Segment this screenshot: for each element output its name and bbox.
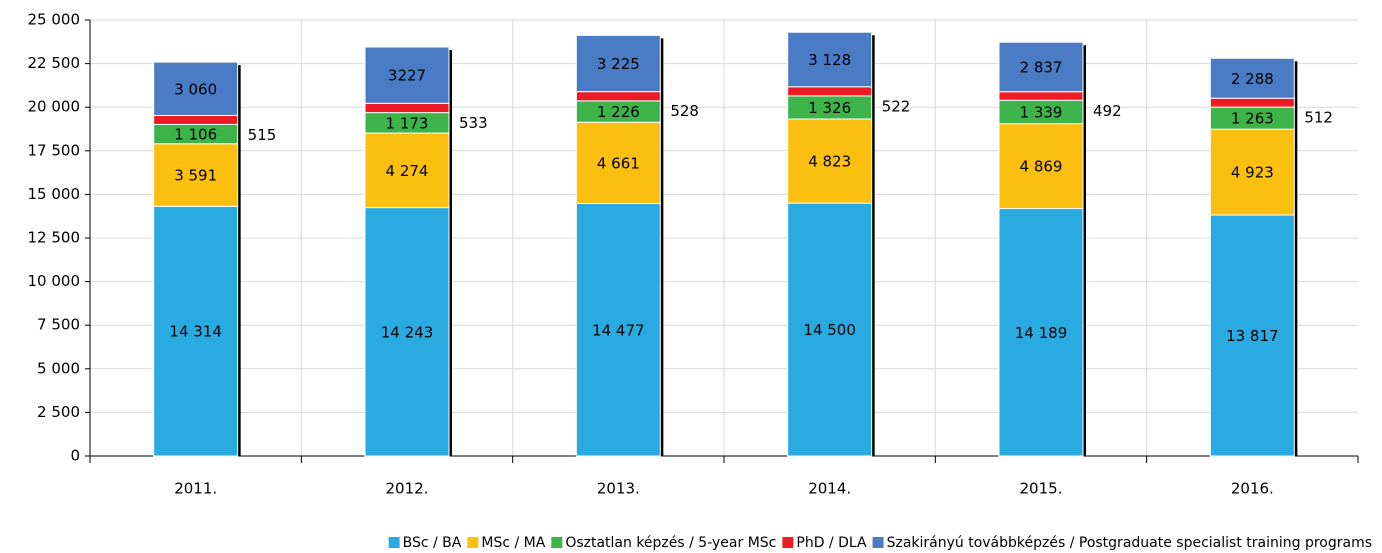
legend-label: BSc / BA bbox=[403, 535, 462, 551]
value-label: 3 128 bbox=[808, 51, 851, 69]
value-label: 14 243 bbox=[381, 323, 434, 341]
value-label: 528 bbox=[670, 102, 699, 120]
bar-shadow bbox=[1294, 61, 1298, 457]
value-label: 2 837 bbox=[1020, 58, 1063, 76]
bar-shadow bbox=[449, 50, 452, 456]
bar-segment bbox=[998, 123, 1084, 210]
bar-segment bbox=[575, 203, 661, 457]
bar-segment bbox=[153, 205, 239, 457]
value-label: 515 bbox=[248, 126, 277, 144]
legend-swatch bbox=[388, 537, 400, 548]
x-tick-label: 2014. bbox=[808, 480, 851, 498]
legend-label: Osztatlan képzés / 5-year MSc bbox=[565, 535, 776, 551]
value-label: 533 bbox=[459, 114, 488, 132]
bar-segment bbox=[153, 143, 239, 207]
bar-segment bbox=[364, 207, 450, 457]
value-label: 512 bbox=[1304, 109, 1333, 127]
x-tick-label: 2013. bbox=[597, 480, 640, 498]
value-label: 3 060 bbox=[174, 80, 217, 98]
bar-segment bbox=[364, 46, 450, 104]
y-tick-label: 12 500 bbox=[28, 229, 81, 247]
bar-segment bbox=[153, 61, 239, 116]
bar-shadow bbox=[871, 35, 875, 457]
bar-segment bbox=[1209, 97, 1295, 108]
bar-segment bbox=[998, 41, 1084, 93]
bar-segment bbox=[1209, 214, 1295, 457]
y-tick-label: 20 000 bbox=[28, 98, 81, 116]
value-label: 4 869 bbox=[1020, 158, 1063, 176]
bar-segment bbox=[1209, 128, 1295, 216]
value-label: 1 173 bbox=[386, 114, 429, 132]
legend-swatch bbox=[782, 537, 794, 548]
bar-segment bbox=[787, 86, 873, 97]
x-tick-label: 2012. bbox=[386, 480, 429, 498]
y-tick-label: 25 000 bbox=[28, 11, 81, 29]
bar-segment bbox=[153, 114, 239, 125]
legend-swatch bbox=[872, 537, 884, 548]
bar-segment bbox=[787, 118, 873, 204]
bar-segment bbox=[364, 132, 450, 209]
value-label: 14 500 bbox=[803, 321, 856, 339]
legend-label: PhD / DLA bbox=[796, 535, 867, 551]
bar-segment bbox=[575, 121, 661, 205]
y-tick-label: 2 500 bbox=[37, 403, 80, 421]
value-label: 1 226 bbox=[597, 103, 640, 121]
legend-swatch bbox=[551, 537, 563, 548]
bar-segment bbox=[575, 91, 661, 102]
bar-segment bbox=[1209, 57, 1295, 99]
y-tick-label: 10 000 bbox=[28, 272, 81, 290]
y-tick-label: 15 000 bbox=[28, 185, 81, 203]
bar-segment bbox=[575, 34, 661, 93]
legend-label: MSc / MA bbox=[481, 535, 545, 551]
bar-segment bbox=[998, 208, 1084, 457]
bar-segment bbox=[787, 202, 873, 457]
value-label: 14 477 bbox=[592, 321, 645, 339]
y-tick-label: 22 500 bbox=[28, 54, 81, 72]
value-label: 1 263 bbox=[1231, 110, 1274, 128]
value-label: 1 326 bbox=[808, 99, 851, 117]
y-tick-label: 0 bbox=[70, 447, 80, 465]
legend-label: Szakirányú továbbképzés / Postgraduate s… bbox=[887, 535, 1372, 551]
value-label: 522 bbox=[882, 97, 911, 115]
value-label: 1 106 bbox=[174, 126, 217, 144]
value-label: 2 288 bbox=[1231, 70, 1274, 88]
x-tick-label: 2015. bbox=[1020, 480, 1063, 498]
legend-swatch bbox=[467, 537, 479, 548]
bar-segment bbox=[364, 102, 450, 114]
x-tick-label: 2016. bbox=[1231, 480, 1274, 498]
value-label: 14 189 bbox=[1015, 324, 1068, 342]
value-label: 1 339 bbox=[1020, 103, 1063, 121]
value-label: 4 823 bbox=[808, 153, 851, 171]
bar-segment bbox=[998, 91, 1084, 101]
y-tick-label: 17 500 bbox=[28, 141, 81, 159]
value-label: 4 661 bbox=[597, 154, 640, 172]
value-label: 3 591 bbox=[174, 167, 217, 185]
x-tick-label: 2011. bbox=[174, 480, 217, 498]
value-label: 3 225 bbox=[597, 55, 640, 73]
bar-segment bbox=[787, 31, 873, 88]
legend: BSc / BA MSc / MA Osztatlan képzés / 5-yea… bbox=[388, 535, 1372, 551]
value-label: 13 817 bbox=[1226, 327, 1279, 345]
bar-shadow bbox=[660, 38, 664, 456]
value-label: 4 923 bbox=[1231, 164, 1274, 182]
value-label: 492 bbox=[1093, 102, 1122, 120]
value-label: 4 274 bbox=[386, 162, 429, 180]
bar-shadow bbox=[237, 65, 241, 456]
y-tick-label: 7 500 bbox=[37, 316, 80, 334]
y-tick-label: 5 000 bbox=[37, 359, 80, 377]
value-label: 14 314 bbox=[169, 323, 222, 341]
value-label: 3227 bbox=[388, 67, 426, 85]
bar-shadow bbox=[1083, 45, 1086, 456]
